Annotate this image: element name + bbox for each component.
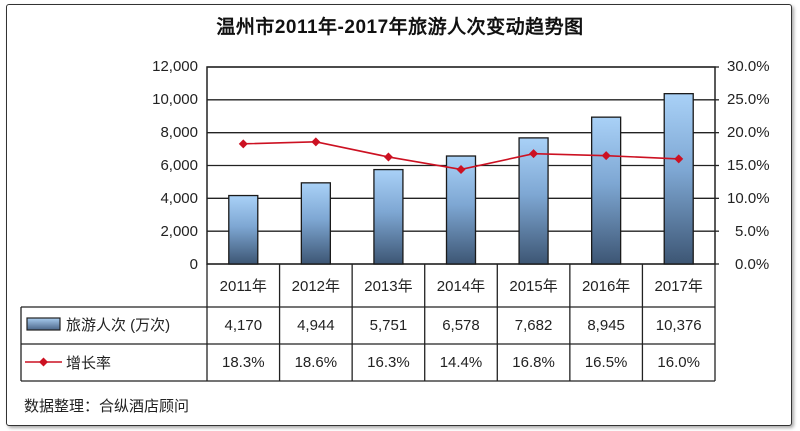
category-header-cell: 2014年 xyxy=(436,278,486,295)
y-left-tick: 8,000 xyxy=(160,124,198,141)
y-right-tick: 30.0% xyxy=(727,58,770,75)
y-right-tick: 5.0% xyxy=(735,223,770,240)
bar-2014年 xyxy=(445,155,477,265)
y-right-tick: 10.0% xyxy=(727,190,770,207)
growth-value-cell: 18.3% xyxy=(222,354,265,371)
category-header-cell: 2017年 xyxy=(654,278,703,295)
y-left-tick: 2,000 xyxy=(160,223,198,240)
line-legend-marker xyxy=(39,357,48,367)
data-table-grid xyxy=(20,264,716,382)
growth-value-cell: 16.8% xyxy=(512,354,555,371)
bar-2013年 xyxy=(373,168,404,265)
category-header-cell: 2011年 xyxy=(219,278,267,295)
source-note: 数据整理：合纵酒店顾问 xyxy=(24,398,190,415)
y-right-tick: 20.0% xyxy=(727,124,770,141)
growth-value-cell: 16.3% xyxy=(367,354,410,371)
visitors-value-cell: 6,578 xyxy=(442,317,480,334)
growth-marker-2015年 xyxy=(529,149,539,159)
category-header-cell: 2015年 xyxy=(509,278,558,295)
legend-bar-label: 旅游人次 (万次) xyxy=(66,316,171,334)
growth-marker-2017年 xyxy=(674,154,684,164)
category-header-cell: 2013年 xyxy=(364,278,413,295)
growth-marker-2013年 xyxy=(383,152,393,162)
growth-marker-2016年 xyxy=(601,151,611,161)
growth-value-cell: 16.0% xyxy=(657,354,700,371)
bar-2015年 xyxy=(518,137,549,265)
y-left-tick: 6,000 xyxy=(160,157,198,174)
visitors-value-cell: 7,682 xyxy=(514,317,553,334)
growth-value-cell: 18.6% xyxy=(294,354,338,371)
visitors-value-cell: 8,945 xyxy=(587,317,625,334)
growth-marker-2014年 xyxy=(456,164,466,174)
y-right-tick: 15.0% xyxy=(727,157,770,174)
category-header-cell: 2012年 xyxy=(291,278,341,295)
growth-marker-2012年 xyxy=(311,137,321,147)
y-right-tick: 0.0% xyxy=(735,256,770,273)
bar-2011年 xyxy=(228,194,259,265)
visitors-value-cell: 5,751 xyxy=(369,317,408,334)
bar-legend-swatch xyxy=(26,317,61,331)
bar-2017年 xyxy=(663,93,694,265)
y-right-tick: 25.0% xyxy=(727,91,770,108)
chart-title: 温州市2011年-2017年旅游人次变动趋势图 xyxy=(216,17,584,38)
y-left-tick: 0 xyxy=(189,256,198,273)
legend-line-label: 增长率 xyxy=(66,354,112,372)
bar-2012年 xyxy=(300,182,332,265)
visitors-value-cell: 4,170 xyxy=(224,317,263,334)
bar-2016年 xyxy=(590,116,622,265)
growth-value-cell: 16.5% xyxy=(584,354,628,371)
y-left-tick: 12,000 xyxy=(152,58,198,75)
growth-marker-2011年 xyxy=(238,139,248,149)
y-left-tick: 10,000 xyxy=(152,91,198,108)
category-header-cell: 2016年 xyxy=(581,278,631,295)
growth-line-series xyxy=(238,137,684,174)
growth-value-cell: 14.4% xyxy=(439,354,483,371)
visitors-value-cell: 4,944 xyxy=(297,317,335,334)
y-left-tick: 4,000 xyxy=(160,190,198,207)
visitors-value-cell: 10,376 xyxy=(655,317,702,334)
bar-series xyxy=(228,93,694,265)
